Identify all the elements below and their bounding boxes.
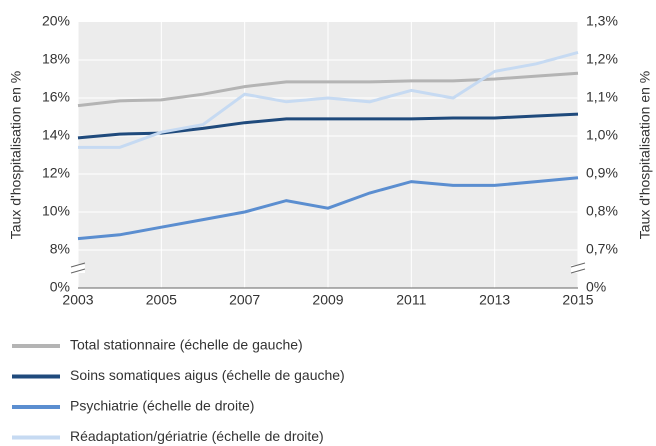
- y2-tick-label: 1,2%: [586, 51, 618, 67]
- y2-axis-title: Taux d'hospitalisation en %: [637, 71, 653, 239]
- y2-tick-label: 1,0%: [586, 127, 618, 143]
- x-tick-label: 2007: [229, 292, 260, 308]
- y-axis-title: Taux d'hospitalisation en %: [8, 71, 24, 239]
- axis-break: [570, 262, 586, 274]
- series-line: [77, 71, 579, 108]
- legend-label: Réadaptation/gériatrie (échelle de droit…: [70, 428, 324, 444]
- y-tick-label: 20%: [42, 13, 70, 29]
- axis-break-gap: [71, 265, 85, 273]
- legend-label: Soins somatiques aigus (échelle de gauch…: [70, 367, 345, 383]
- y2-tick-label: 1,1%: [586, 89, 618, 105]
- series-line: [78, 50, 579, 149]
- y-tick-label: 8%: [50, 241, 70, 257]
- legend-label: Psychiatrie (échelle de droite): [70, 398, 254, 414]
- y2-tick-label: 0,7%: [586, 241, 618, 257]
- y2-tick-label: 0%: [586, 279, 606, 295]
- x-tick-label: 2003: [62, 292, 93, 308]
- x-tick-label: 2011: [396, 292, 426, 308]
- x-tick-label: 2013: [479, 292, 510, 308]
- y-tick-label: 14%: [42, 127, 70, 143]
- y-tick-label: 10%: [42, 203, 70, 219]
- legend-label: Total stationnaire (échelle de gauche): [70, 337, 303, 353]
- y2-tick-label: 0,8%: [586, 203, 618, 219]
- axis-break-gap: [571, 265, 585, 273]
- x-tick-label: 2005: [146, 292, 177, 308]
- x-tick-label: 2015: [562, 292, 593, 308]
- series-line: [77, 176, 579, 241]
- axis-break: [70, 262, 86, 274]
- y-tick-label: 0%: [50, 279, 70, 295]
- y2-tick-label: 0,9%: [586, 165, 618, 181]
- y-tick-label: 12%: [42, 165, 70, 181]
- x-tick-label: 2009: [312, 292, 343, 308]
- y-tick-label: 16%: [42, 89, 70, 105]
- y-tick-label: 18%: [42, 51, 70, 67]
- y2-tick-label: 1,3%: [586, 13, 618, 29]
